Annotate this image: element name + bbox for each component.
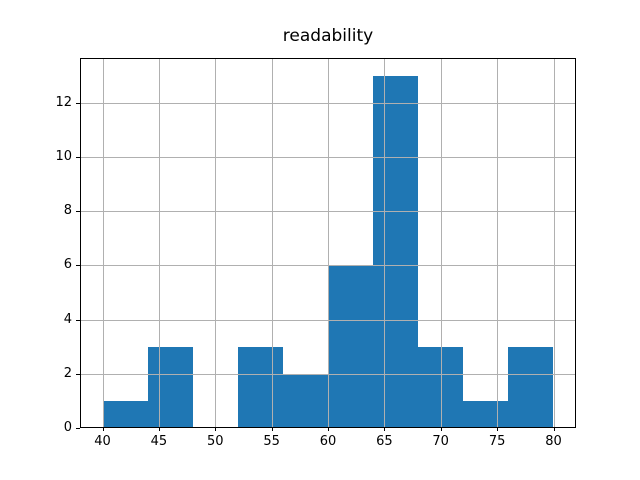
histogram-bar (147, 346, 193, 428)
x-tick-label: 50 (207, 434, 224, 449)
y-tick-mark (76, 373, 80, 375)
gridline-vertical (497, 58, 499, 428)
gridline-horizontal (80, 211, 576, 213)
chart-title: readability (282, 26, 374, 46)
x-tick-mark (497, 427, 499, 431)
gridline-horizontal (80, 319, 576, 321)
plot-area (80, 58, 576, 428)
y-tick-label: 4 (63, 311, 72, 327)
gridline-horizontal (80, 373, 576, 375)
grid-layer (80, 58, 576, 428)
gridline-vertical (215, 58, 217, 428)
y-tick-mark (76, 319, 80, 321)
histogram-bar (237, 346, 283, 428)
y-tick-mark (76, 211, 80, 213)
histogram-bar (102, 400, 148, 428)
gridline-vertical (384, 58, 386, 428)
histogram-bar (373, 75, 419, 428)
histogram-bar (328, 265, 374, 428)
x-tick-mark (158, 427, 160, 431)
gridline-vertical (440, 58, 442, 428)
y-tick-label: 10 (55, 148, 72, 164)
x-tick-label: 80 (545, 434, 562, 449)
gridline-horizontal (80, 156, 576, 158)
x-tick-label: 70 (432, 434, 449, 449)
y-tick-label: 8 (63, 203, 72, 219)
x-tick-mark (553, 427, 555, 431)
x-tick-label: 75 (488, 434, 506, 449)
gridline-horizontal (80, 102, 576, 104)
gridline-vertical (271, 58, 273, 428)
gridline-vertical (158, 58, 160, 428)
gridline-horizontal (80, 265, 576, 267)
y-tick-label: 12 (55, 94, 72, 110)
gridline-vertical (553, 58, 555, 428)
x-tick-mark (328, 427, 329, 431)
x-tick-mark (384, 427, 386, 431)
y-tick-mark (76, 102, 80, 104)
y-tick-label: 0 (63, 420, 72, 435)
x-tick-label: 55 (263, 434, 280, 449)
histogram-bar (282, 373, 328, 428)
y-tick-mark (76, 156, 80, 158)
histogram-bar (463, 400, 509, 428)
x-tick-label: 65 (376, 434, 393, 449)
gridline-vertical (328, 58, 329, 428)
x-tick-label: 45 (150, 434, 168, 449)
histogram-bar (508, 346, 554, 428)
x-tick-mark (271, 427, 273, 431)
y-tick-mark (76, 428, 80, 429)
x-tick-label: 60 (319, 434, 337, 449)
y-tick-label: 6 (63, 257, 72, 273)
x-tick-label: 40 (94, 434, 111, 449)
x-tick-mark (215, 427, 217, 431)
y-tick-mark (76, 265, 80, 267)
bars-layer (80, 58, 576, 428)
gridline-vertical (102, 58, 104, 428)
x-tick-mark (102, 427, 104, 431)
x-tick-mark (440, 427, 442, 431)
y-tick-label: 2 (63, 365, 72, 381)
